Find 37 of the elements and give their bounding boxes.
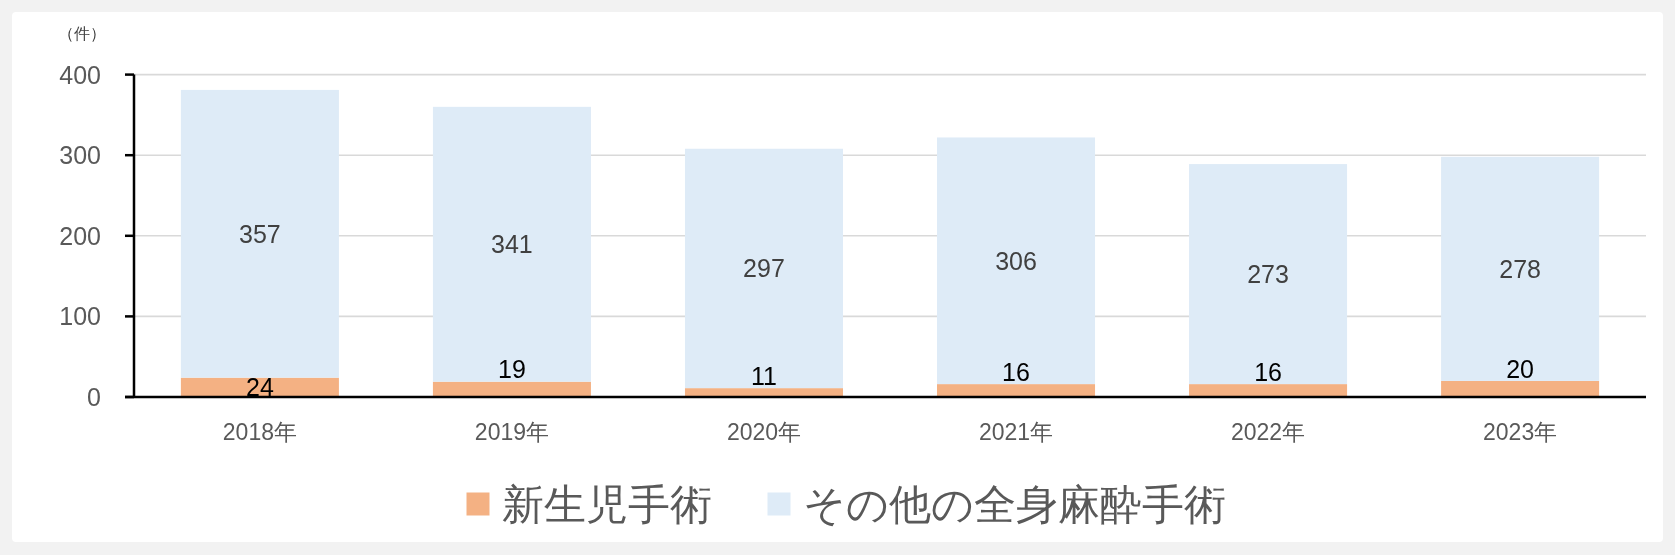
y-tick-label: 300 — [59, 141, 101, 170]
data-label: 20 — [1506, 354, 1535, 383]
y-axis-title: （件） — [58, 24, 106, 42]
bar — [1189, 164, 1348, 385]
bar — [432, 106, 591, 382]
legend-label: その他の全身麻酔手術 — [802, 480, 1226, 528]
bar — [937, 137, 1096, 385]
bar — [684, 388, 843, 397]
y-tick-label: 0 — [87, 383, 101, 411]
data-label: 357 — [239, 219, 281, 248]
y-tick-label: 200 — [59, 221, 101, 250]
y-tick-label: 100 — [59, 302, 101, 331]
bar — [1441, 380, 1600, 397]
legend-label: 新生児手術 — [501, 480, 712, 528]
y-tick-label: 400 — [59, 60, 101, 89]
data-label: 24 — [245, 373, 274, 402]
x-tick-label: 2019年 — [474, 419, 550, 445]
data-label: 306 — [995, 246, 1037, 275]
data-label: 297 — [743, 254, 785, 283]
data-label: 11 — [751, 361, 777, 390]
x-tick-label: 2023年 — [1483, 419, 1558, 445]
data-label: 16 — [1254, 357, 1282, 386]
data-label: 19 — [498, 355, 526, 384]
x-tick-label: 2022年 — [1230, 419, 1306, 445]
bar — [432, 381, 591, 397]
x-tick-label: 2018年 — [222, 419, 297, 445]
bar — [1189, 384, 1348, 397]
data-label: 273 — [1247, 260, 1289, 289]
x-tick-label: 2021年 — [978, 419, 1054, 445]
data-label: 278 — [1499, 254, 1541, 283]
bar — [937, 384, 1096, 397]
bar — [1441, 156, 1600, 381]
data-label: 16 — [1002, 357, 1030, 386]
bar — [180, 89, 339, 378]
x-tick-label: 2020年 — [726, 419, 802, 445]
bar — [684, 148, 843, 389]
data-label: 341 — [491, 230, 533, 259]
